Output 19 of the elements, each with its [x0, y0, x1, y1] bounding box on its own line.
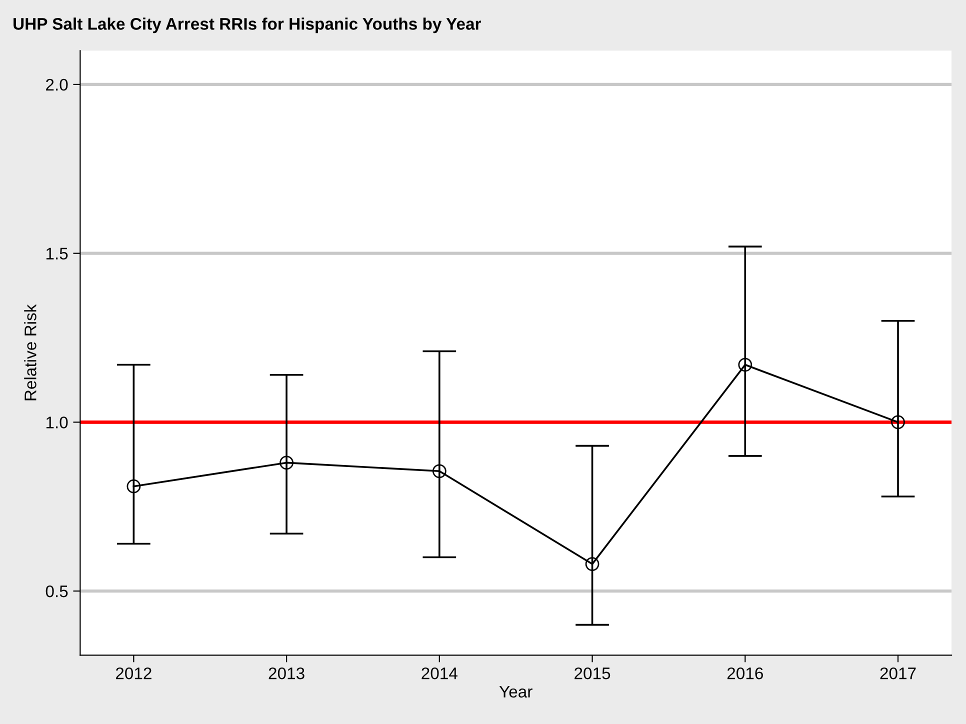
y-tick-label: 2.0 [46, 78, 68, 91]
chart-title: UHP Salt Lake City Arrest RRIs for Hispanic Youths by Year [14, 18, 482, 34]
point [585, 557, 600, 571]
point [891, 415, 905, 430]
point [280, 456, 294, 470]
y-tick-label: 0.5 [46, 585, 68, 598]
y-tick-label: 1.5 [46, 248, 68, 260]
x-tick-label: 2014 [422, 667, 458, 680]
y-tick-label: 1.0 [46, 416, 68, 428]
x-tick-label: 2012 [116, 667, 152, 680]
y-axis-title: Relative Risk [24, 304, 36, 400]
x-tick-label: 2016 [727, 667, 763, 680]
x-axis-title: Year [499, 686, 532, 698]
point [126, 479, 141, 494]
point [432, 464, 446, 478]
x-tick-label: 2013 [268, 667, 304, 680]
x-tick-label: 2015 [574, 667, 610, 680]
point [738, 358, 752, 372]
x-tick-label: 2017 [880, 667, 916, 680]
